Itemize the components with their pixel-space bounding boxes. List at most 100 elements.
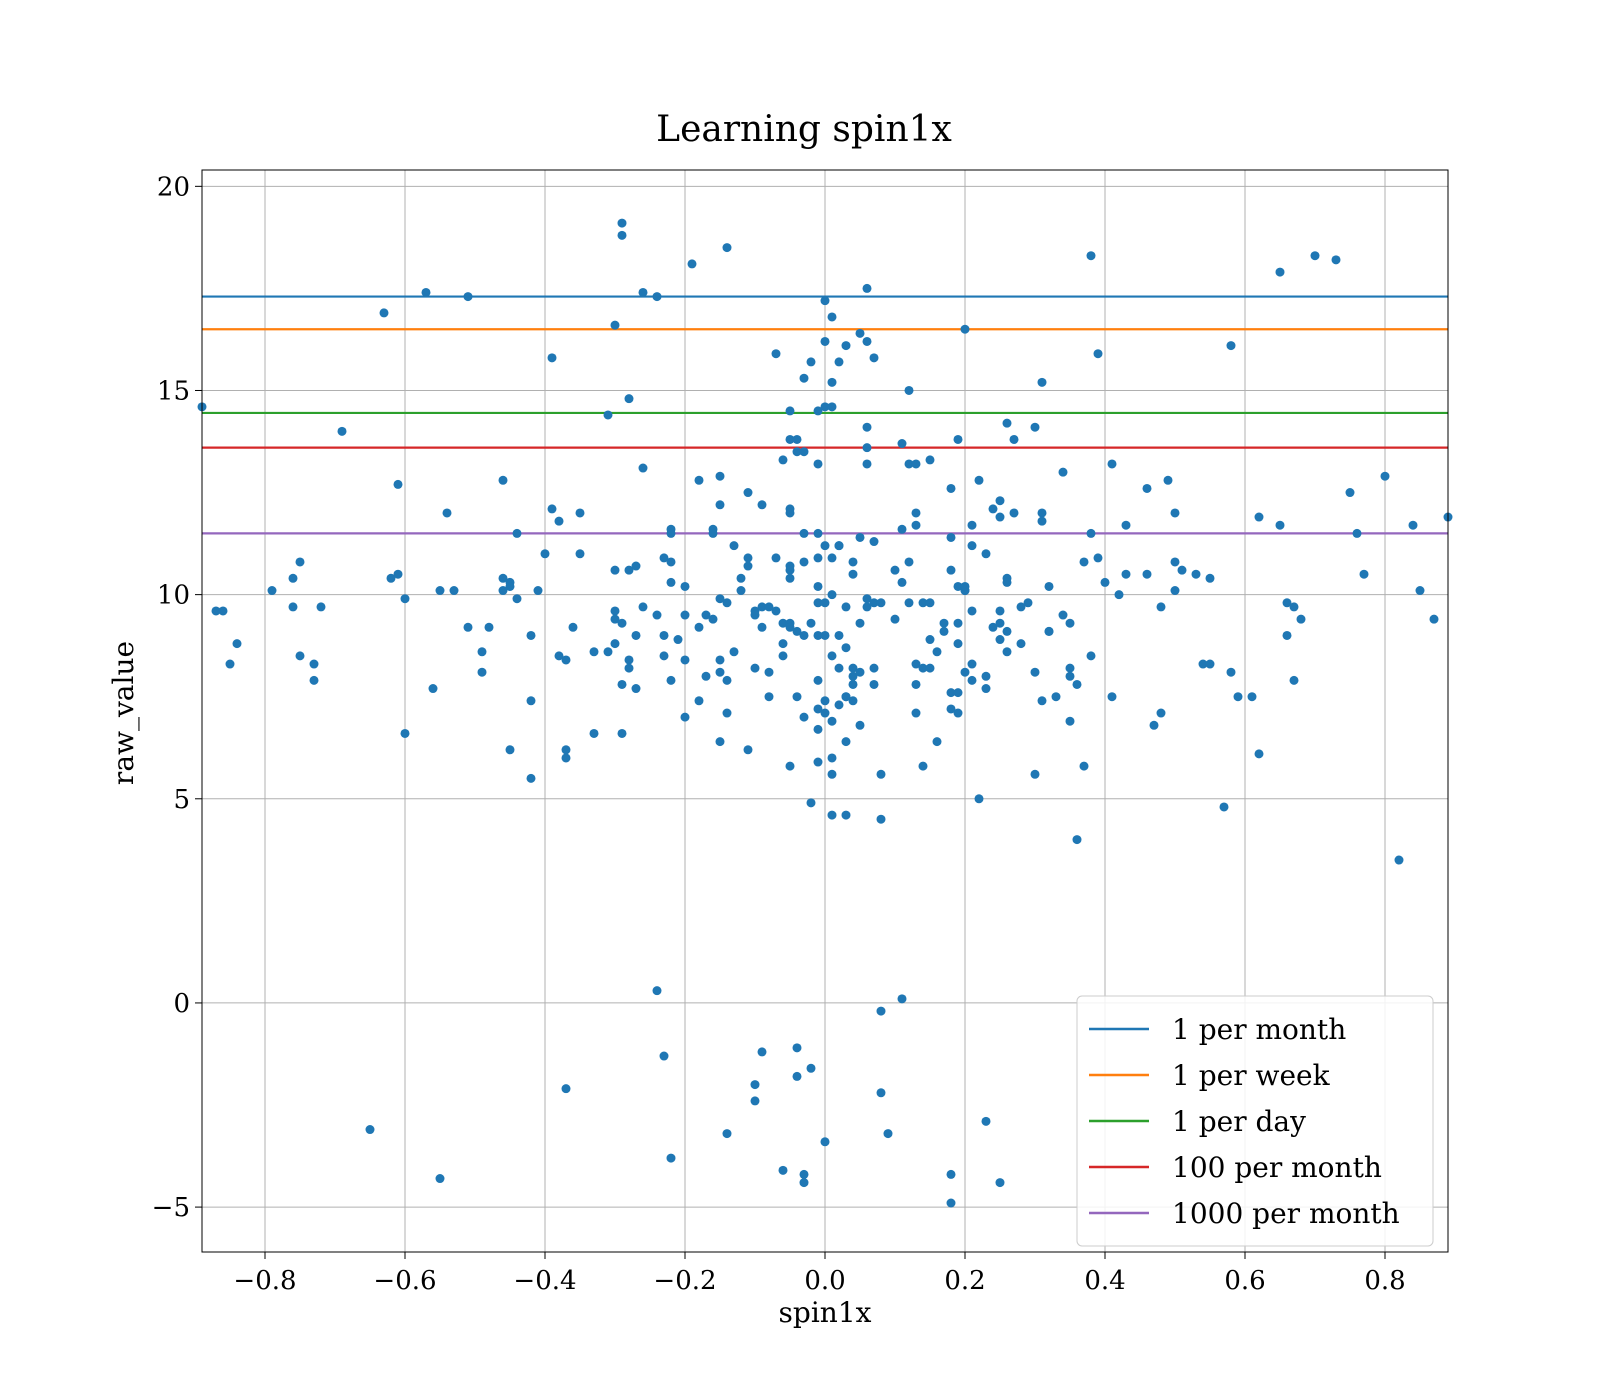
data-point [498,475,508,485]
data-point [680,610,690,620]
data-point [813,553,823,563]
data-point [1065,671,1075,681]
data-point [855,667,865,677]
data-point [876,1088,886,1098]
data-point [778,639,788,649]
data-point [820,696,830,706]
data-point [995,606,1005,616]
data-point [967,606,977,616]
data-point [918,598,928,608]
data-point [967,675,977,685]
data-point [848,679,858,689]
data-point [652,610,662,620]
reference-lines [202,295,1448,535]
data-point [575,549,585,559]
data-point [1044,581,1054,591]
data-point [477,647,487,657]
data-point [946,704,956,714]
data-point [1380,471,1390,481]
data-point [715,667,725,677]
data-point [904,557,914,567]
data-point [1289,675,1299,685]
data-point [1107,459,1117,469]
data-point [393,569,403,579]
data-point [526,630,536,640]
data-point [792,692,802,702]
data-point [659,553,669,563]
data-point [617,679,627,689]
data-point [638,463,648,473]
data-point [876,598,886,608]
data-point [855,532,865,542]
data-point [876,769,886,779]
data-point [918,761,928,771]
data-point [820,336,830,346]
data-point [1156,708,1166,718]
y-tick-label: 15 [157,376,190,406]
data-point [729,647,739,657]
data-point [1247,692,1257,702]
data-point [1289,602,1299,612]
data-point [897,439,907,449]
data-point [799,373,809,383]
data-point [1002,647,1012,657]
data-point [736,586,746,596]
x-tick-label: −0.2 [653,1266,716,1296]
data-point [995,618,1005,628]
data-point [309,675,319,685]
data-point [813,459,823,469]
data-point [526,773,536,783]
data-point [1044,626,1054,636]
data-point [806,798,816,808]
data-point [610,606,620,616]
data-point [1282,598,1292,608]
data-point [960,581,970,591]
data-point [400,594,410,604]
data-point [666,528,676,538]
data-point [1086,528,1096,538]
data-point [547,353,557,363]
data-point [911,459,921,469]
data-point [722,1129,732,1139]
data-point [827,312,837,322]
data-point [785,761,795,771]
data-point [631,684,641,694]
data-point [449,586,459,596]
data-point [1023,598,1033,608]
data-point [869,537,879,547]
data-point [1065,663,1075,673]
data-point [841,692,851,702]
data-point [1100,577,1110,587]
data-point [1030,769,1040,779]
data-point [603,647,613,657]
data-point [624,663,634,673]
data-point [463,292,473,302]
data-point [862,602,872,612]
data-point [834,663,844,673]
data-point [708,614,718,624]
data-point [834,541,844,551]
data-point [827,553,837,563]
x-tick-label: 0.0 [804,1266,845,1296]
data-point [918,663,928,673]
data-point [841,602,851,612]
data-point [869,663,879,673]
data-point [631,561,641,571]
data-point [820,541,830,551]
data-point [946,1169,956,1179]
data-point [939,618,949,628]
data-point [673,635,683,645]
data-point [617,230,627,240]
data-point [771,553,781,563]
data-point [694,696,704,706]
data-point [778,455,788,465]
data-point [995,512,1005,522]
data-point [1275,520,1285,530]
data-point [897,524,907,534]
data-point [1142,569,1152,579]
data-point [757,602,767,612]
data-point [925,635,935,645]
data-point [610,639,620,649]
